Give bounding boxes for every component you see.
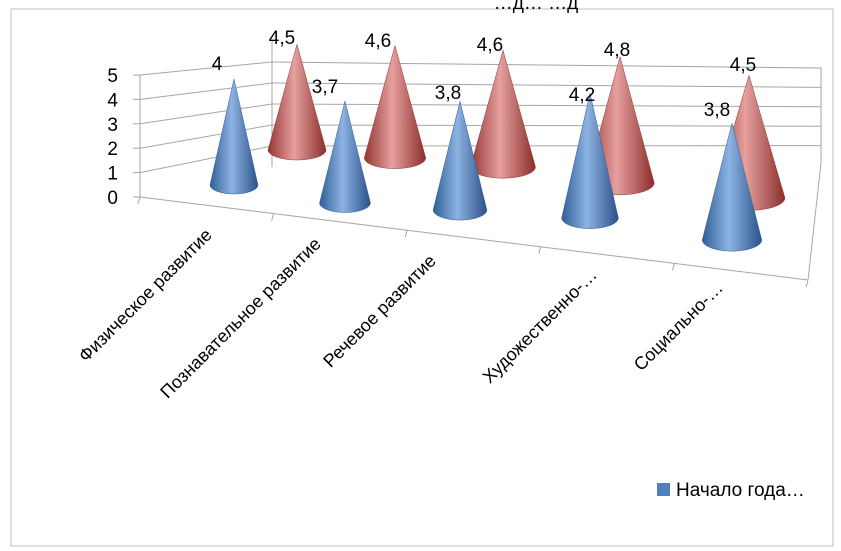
y-tick-label: 3 (107, 115, 118, 136)
gridline-back (271, 103, 822, 108)
floor-right-edge (807, 162, 822, 281)
cone-body (364, 44, 426, 169)
y-tick-label: 4 (107, 90, 118, 111)
y-tick-label: 5 (107, 66, 118, 87)
cone-series-1-3 (561, 93, 619, 229)
data-label: 4,8 (604, 40, 630, 61)
x-tick-mark (404, 230, 408, 238)
data-label: 4 (212, 54, 223, 75)
x-tick-mark (538, 246, 542, 254)
cone-series-1-0 (209, 78, 259, 195)
gridline-back (271, 82, 822, 88)
cone-body (701, 123, 763, 252)
legend: Начало года… (657, 480, 805, 501)
legend-label: Начало года… (676, 480, 805, 501)
cone-body (470, 49, 536, 179)
cone-series-2-0 (267, 43, 327, 161)
gridline-side (139, 103, 273, 125)
y-tick-label: 0 (107, 188, 118, 209)
cone-marks (209, 43, 786, 252)
cone-body (267, 43, 327, 161)
floor-front-edge (139, 196, 809, 281)
gridline-back (271, 124, 822, 127)
data-label: 3,8 (435, 83, 461, 104)
x-tick-mark (805, 279, 809, 288)
x-tick-mark (671, 263, 675, 271)
data-label: 4,6 (365, 31, 391, 52)
cone-series-2-1 (364, 44, 426, 169)
data-label: 3,8 (704, 100, 730, 121)
gridline-back (271, 61, 822, 69)
x-category-label: Речевое развитие (319, 251, 439, 371)
chart-border (10, 8, 834, 547)
data-label: 4,5 (269, 28, 295, 49)
legend-swatch (657, 483, 670, 496)
cone-body (209, 78, 259, 195)
x-tick-mark (137, 196, 141, 205)
y-axis-ticks: 0 1 2 3 4 5 (107, 66, 809, 288)
gridline-side (139, 124, 273, 149)
x-tick-mark (271, 213, 275, 221)
gridlines (139, 61, 822, 174)
data-label: 4,5 (730, 55, 756, 76)
cone-series-1-1 (319, 100, 371, 213)
gridline-side (139, 82, 273, 100)
data-labels: 4,5 4,6 4,6 4,8 4,5 4 3,7 3,8 4,2 3,8 (212, 28, 757, 121)
data-label: 3,7 (312, 77, 338, 98)
y-tick-label: 2 (107, 139, 118, 160)
data-label: 4,6 (477, 35, 503, 56)
cone-body (319, 100, 371, 213)
data-label: 4,2 (569, 85, 595, 106)
y-tick-label: 1 (107, 164, 118, 185)
x-category-label: Социально-… (630, 278, 727, 375)
cone-body (432, 101, 488, 221)
chart-title: …д… …д (494, 0, 578, 14)
x-category-label: Художественно-… (479, 265, 601, 387)
cone-series-1-2 (432, 101, 488, 221)
chart-frame (139, 40, 822, 281)
cone-body (561, 93, 619, 229)
x-category-label: Физическое развитие (75, 225, 216, 366)
cone-series-1-4 (701, 123, 763, 252)
gridline-side (139, 61, 273, 76)
cone-series-2-2 (470, 49, 536, 179)
